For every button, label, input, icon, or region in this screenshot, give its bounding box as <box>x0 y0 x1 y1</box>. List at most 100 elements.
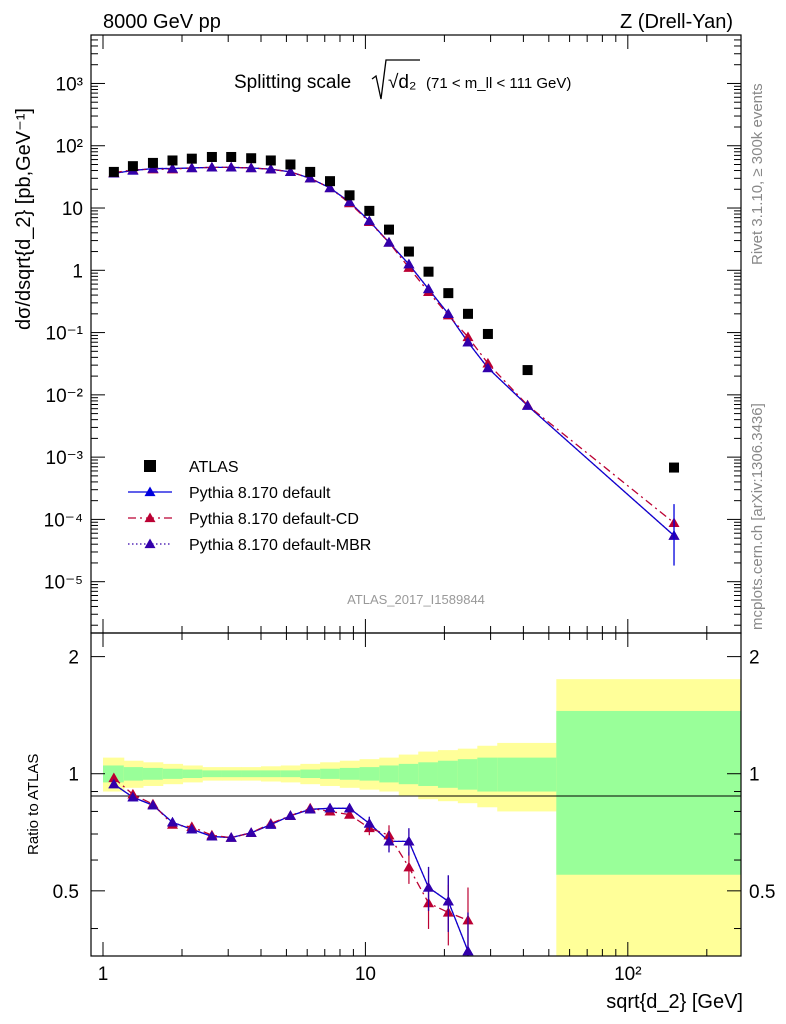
main-ylabel: dσ/dsqrt{d_2} [pb,GeV⁻¹] <box>13 108 35 330</box>
header-left: 8000 GeV pp <box>103 11 221 33</box>
main-series-point <box>304 172 316 183</box>
legend-label: Pythia 8.170 default-CD <box>189 511 359 528</box>
main-y-tick-label: 10⁻⁵ <box>44 573 83 594</box>
ratio-y-tick-label: 1 <box>68 765 79 786</box>
ratio-series-point <box>304 803 316 814</box>
ratio-y-tick-label-right: 0.5 <box>749 882 775 903</box>
main-series-point <box>324 182 336 193</box>
atlas-data-point <box>669 462 680 473</box>
main-series-point <box>462 336 474 347</box>
atlas-data-point <box>265 155 276 166</box>
main-series-point <box>403 258 415 269</box>
main-series-point <box>225 161 237 172</box>
main-series-point <box>522 400 534 410</box>
main-series-line <box>113 166 675 537</box>
ratio-series-point <box>324 802 336 813</box>
ratio-band-green <box>437 760 459 788</box>
ratio-band-green <box>260 770 282 778</box>
ratio-series-point <box>147 799 159 810</box>
atlas-data-point <box>462 308 473 319</box>
main-y-tick-label: 10² <box>56 137 83 158</box>
ratio-band-green <box>162 768 184 779</box>
title-sqrt-symbol: √d₂ <box>371 59 420 100</box>
ratio-series-point <box>442 895 454 906</box>
atlas-data-point <box>108 166 119 177</box>
main-series-point <box>442 308 454 318</box>
main-series-point <box>186 162 198 173</box>
ratio-band-green <box>123 767 144 781</box>
main-title: Splitting scale <box>234 72 351 93</box>
main-series-point <box>363 215 375 226</box>
ratio-series-point <box>166 816 178 827</box>
ratio-y-tick-label: 2 <box>68 648 79 669</box>
x-tick-label: 10² <box>614 964 641 985</box>
atlas-data-point <box>167 155 178 166</box>
main-series-point <box>206 161 218 172</box>
ratio-series-point <box>403 835 415 846</box>
ratio-series-layer <box>108 772 474 956</box>
main-series-point <box>383 236 395 247</box>
legend-label: ATLAS <box>189 459 239 476</box>
main-y-tick-label: 1 <box>72 261 83 282</box>
x-axis-label: sqrt{d_2} [GeV] <box>606 991 743 1013</box>
rivet-label: Rivet 3.1.10, ≥ 300k events <box>749 83 766 265</box>
main-series-layer <box>108 151 680 566</box>
axes-layer: 10⁻⁵ 10⁻⁴ 10⁻³ 10⁻² 10⁻¹ 1 10 10² 10³ 1 10 10² 0.5 0.… <box>44 34 775 985</box>
atlas-data-point <box>226 151 237 162</box>
atlas-data-point <box>403 246 414 257</box>
ratio-series-point <box>344 809 356 819</box>
ratio-band-green <box>398 763 419 785</box>
legend-marker <box>144 460 156 472</box>
atlas-data-point <box>482 328 493 339</box>
main-series-point <box>344 196 356 207</box>
ratio-series-point <box>284 810 296 820</box>
main-y-tick-label: 10⁻² <box>46 386 84 407</box>
atlas-data-point <box>443 288 454 299</box>
ratio-band-green <box>457 759 478 790</box>
ratio-series-point <box>265 819 277 829</box>
main-series-point <box>166 163 178 173</box>
atlas-data-point <box>383 224 394 235</box>
atlas-data-point <box>305 166 316 177</box>
title-cut: (71 < m_ll < 111 GeV) <box>426 75 571 92</box>
ratio-ylabel: Ratio to ATLAS <box>25 754 42 855</box>
atlas-data-point <box>344 190 355 201</box>
main-series-point <box>284 166 296 177</box>
ratio-series-point <box>423 881 435 892</box>
ratio-band-green <box>280 770 301 778</box>
main-series-point <box>482 362 494 373</box>
legend: ATLAS Pythia 8.170 default Pythia 8.170 de… <box>128 459 371 554</box>
ratio-series-point <box>225 832 237 842</box>
ratio-band-green <box>300 769 321 779</box>
ratio-y-tick-label-right: 2 <box>749 648 760 669</box>
ratio-band-green <box>142 767 164 780</box>
ratio-band-green <box>339 767 361 780</box>
atlas-data-point <box>364 205 375 216</box>
ratio-y-tick-label: 0.5 <box>53 882 79 903</box>
ratio-y-tick-label-right: 1 <box>749 765 760 786</box>
ratio-band-green <box>556 710 741 875</box>
main-series-point <box>423 283 435 294</box>
main-y-tick-label: 10⁻⁴ <box>44 510 83 531</box>
ratio-band-green <box>359 767 380 781</box>
atlas-data-point <box>127 161 138 172</box>
header-right: Z (Drell-Yan) <box>620 11 733 33</box>
title-symbol: √d₂ <box>388 72 416 93</box>
ratio-band-green <box>418 762 439 786</box>
main-series-point <box>462 331 474 342</box>
ratio-series-point <box>206 830 218 841</box>
x-tick-label: 1 <box>98 964 109 985</box>
atlas-data-point <box>186 153 197 164</box>
main-series-line <box>113 166 675 524</box>
ratio-band-green <box>320 768 341 779</box>
ratio-series-line <box>113 783 469 952</box>
ratio-series-point <box>344 802 356 813</box>
main-y-tick-label: 10 <box>62 199 83 220</box>
legend-marker <box>144 538 156 549</box>
x-tick-label: 10 <box>355 964 376 985</box>
atlas-data-point <box>147 157 158 168</box>
atlas-data-point <box>325 176 336 187</box>
ratio-series-point <box>245 827 257 837</box>
ratio-uncertainty-bands <box>103 679 741 956</box>
